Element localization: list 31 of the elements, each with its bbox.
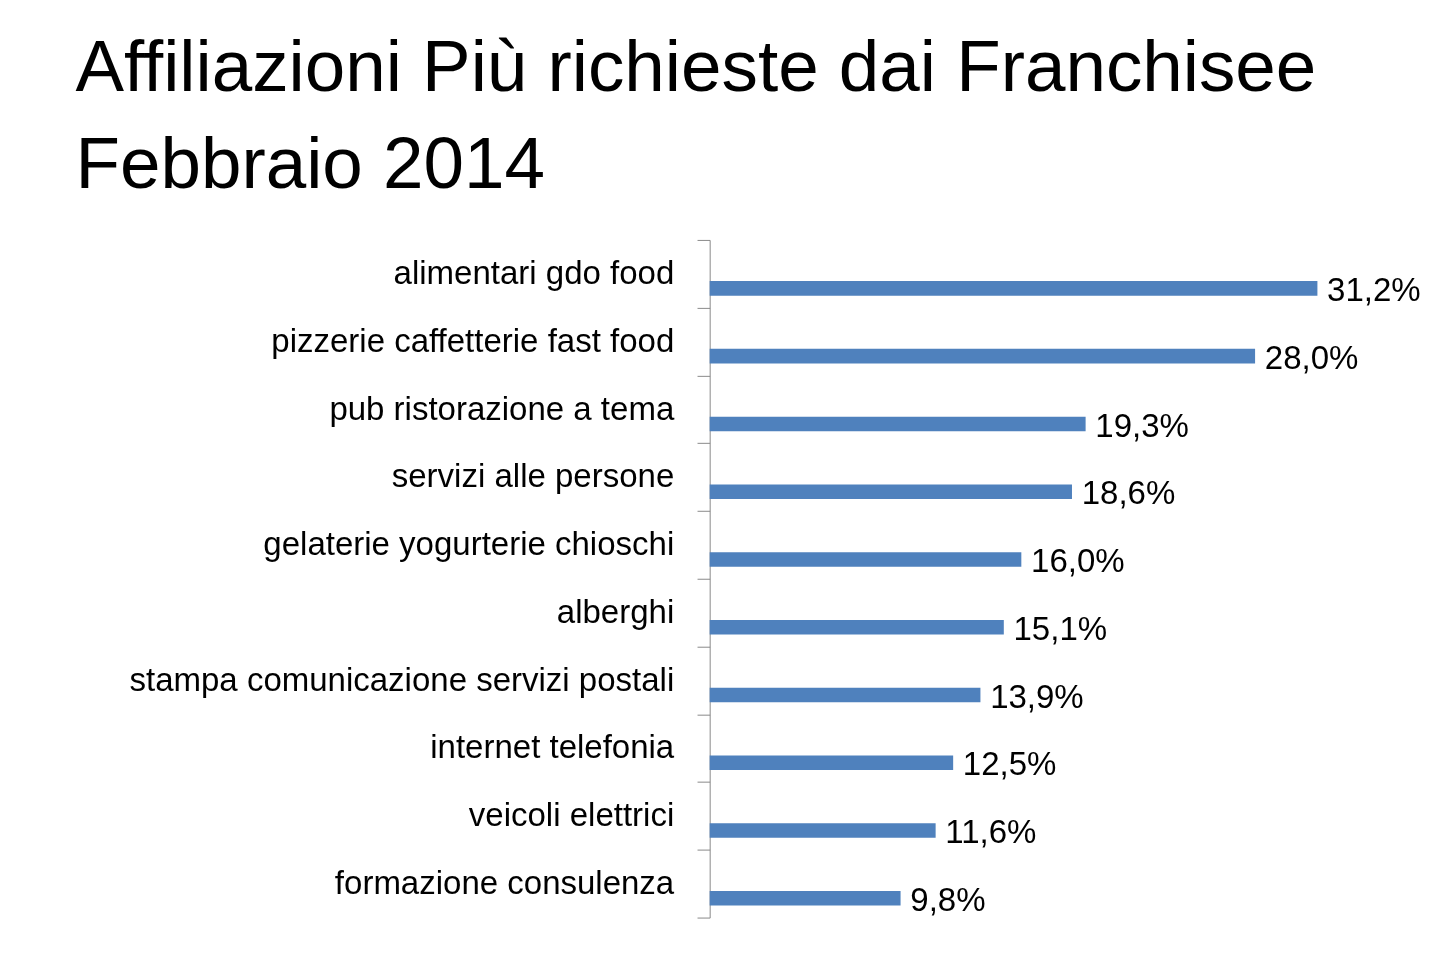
bar [709,687,981,703]
data-label: 28,0% [1264,338,1359,376]
data-label: 15,1% [1013,609,1108,647]
y-tick-label: formazione consulenza [334,863,675,901]
data-label: 9,8% [910,880,986,918]
bar [709,484,1072,499]
bar [709,755,954,771]
data-label: 18,6% [1081,474,1176,512]
bar [709,890,901,906]
chart-title: Affiliazioni Più richieste dai Franchisee Febbraio 2014 [75,25,1317,204]
data-label: 13,9% [990,677,1084,715]
data-label: 16,0% [1031,542,1125,580]
data-label: 31,2% [1327,271,1421,309]
bar [709,619,1004,635]
y-tick-label: internet telefonia [430,728,675,766]
bar [709,823,936,838]
data-label: 12,5% [962,745,1057,783]
y-tick-label: pizzerie caffetterie fast food [271,321,675,359]
data-label: 11,6% [945,813,1037,851]
data-label: 19,3% [1095,406,1189,444]
y-tick-label: alberghi [556,592,675,630]
bar [709,281,1318,296]
bar [709,416,1086,432]
y-tick-label: stampa comunicazione servizi postali [129,660,675,698]
y-tick-label: gelaterie yogurterie chioschi [263,525,675,563]
y-tick-label: veicoli elettrici [468,796,675,834]
y-tick-label: alimentari gdo food [393,254,675,292]
bar [709,348,1256,364]
y-tick-label: servizi alle persone [391,457,675,495]
y-tick-label: pub ristorazione a tema [329,389,675,427]
bar [709,552,1022,567]
